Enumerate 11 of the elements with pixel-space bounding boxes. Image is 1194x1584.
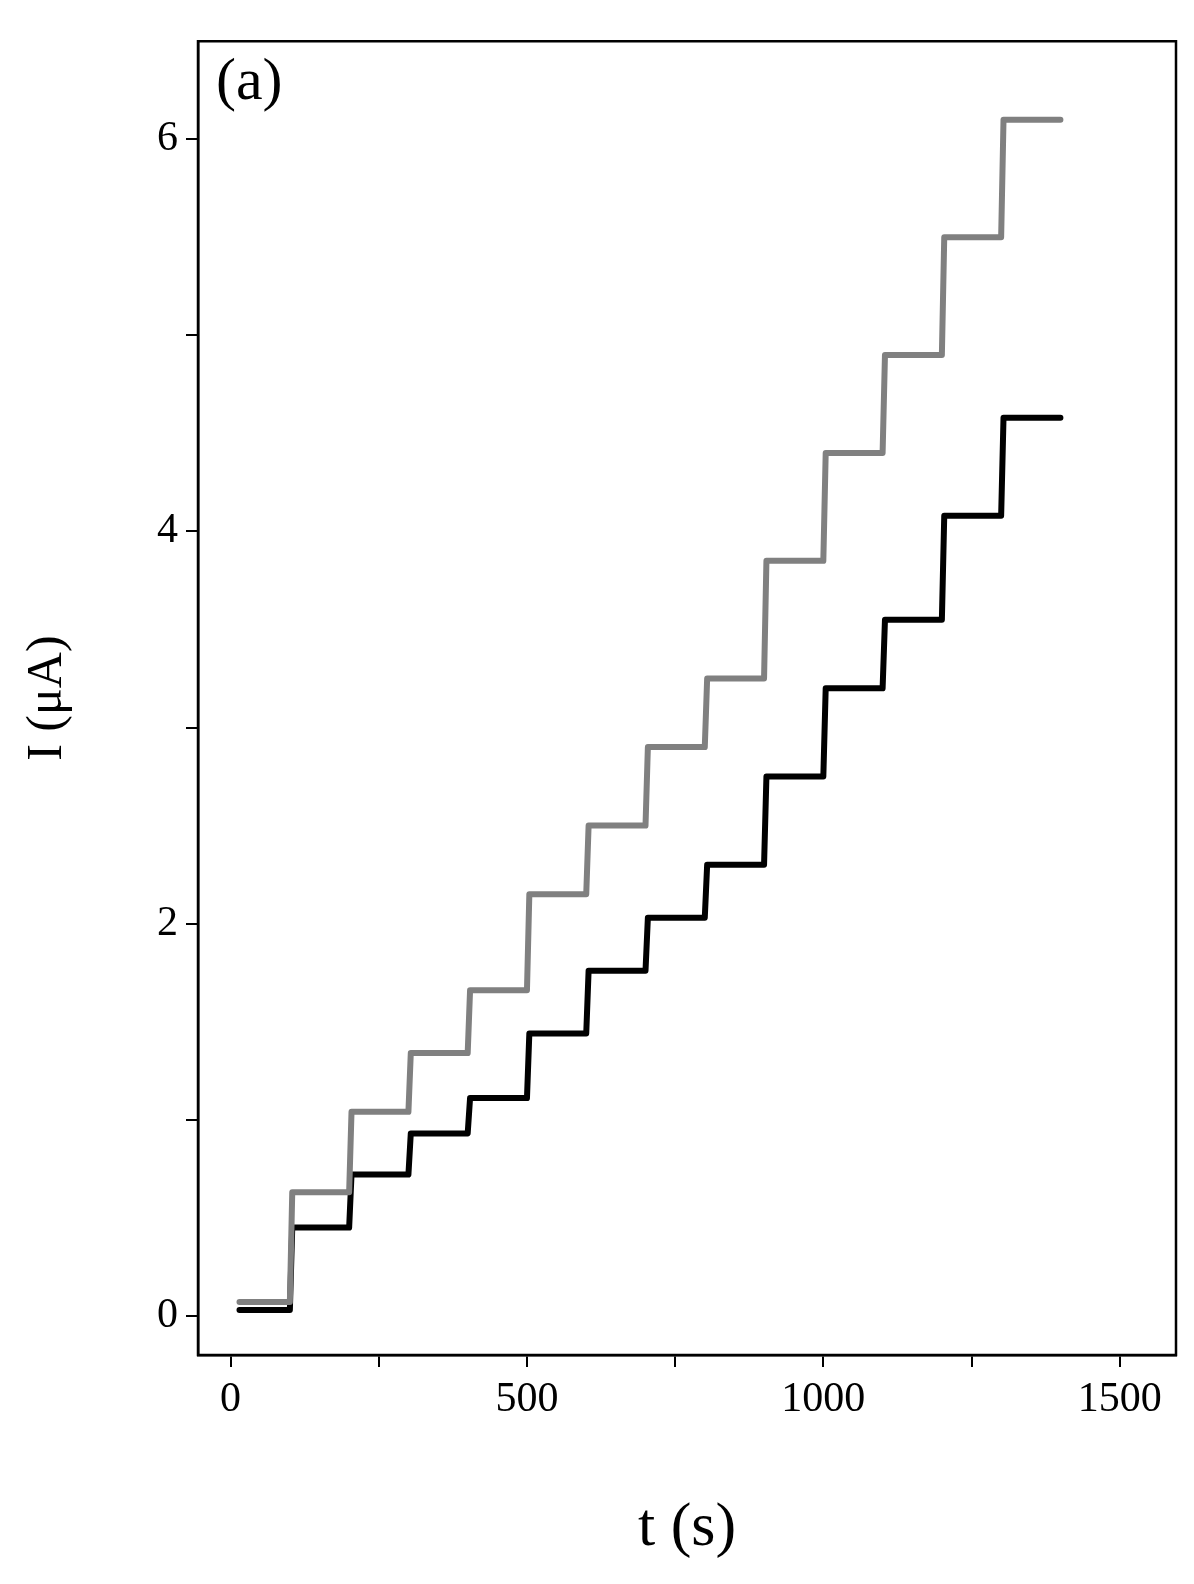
y-tick-label: 6 — [157, 113, 178, 160]
x-tick-label: 500 — [495, 1374, 559, 1421]
y-axis-title: I (μA) — [16, 635, 73, 761]
y-tick-label: 4 — [157, 505, 178, 552]
x-axis-title: t (s) — [637, 1490, 737, 1560]
y-tick-label: 2 — [157, 897, 178, 944]
y-tick-label: 0 — [157, 1289, 178, 1336]
x-tick-label: 0 — [220, 1374, 242, 1421]
x-tick-label: 1500 — [1077, 1374, 1162, 1421]
x-tick-label: 1000 — [781, 1374, 866, 1421]
annotation: (a) — [216, 45, 283, 112]
